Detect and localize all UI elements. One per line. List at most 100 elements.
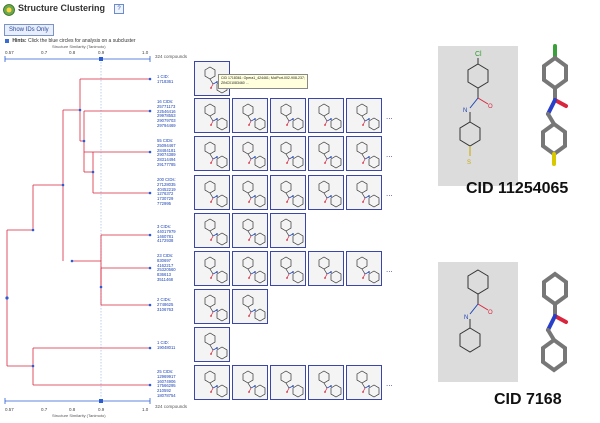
molecule-icon [204,294,228,322]
molecule-cell[interactable] [194,213,230,248]
molecule-icon [356,256,380,284]
structure-3d-example-1 [528,40,583,190]
molecule-icon [356,180,380,208]
cluster-label[interactable]: 1 CID: 19048011 [157,340,176,350]
molecule-cell[interactable] [194,251,230,286]
molecule-icon [318,256,342,284]
cluster-label[interactable]: 200 CIDs: 27128035 40452219 1276372 1730729 7… [157,177,176,206]
svg-text:S: S [467,160,471,166]
molecule-cell[interactable] [270,213,306,248]
subcluster-node[interactable] [82,139,86,143]
molecule-icon [280,180,304,208]
cluster-label[interactable]: 23 CIDs: 830697 4162217 25320560 836613 35114… [157,253,176,282]
molecule-cell[interactable] [308,175,344,210]
molecule-cell[interactable] [232,365,268,400]
molecule-cell[interactable] [346,251,382,286]
molecule-icon [204,218,228,246]
molecule-icon [356,370,380,398]
molecule-cell[interactable] [346,365,382,400]
molecule-cell[interactable] [194,289,230,324]
molecule-cell[interactable] [194,175,230,210]
molecule-cell[interactable] [194,136,230,171]
molecule-cell[interactable] [308,136,344,171]
tick-bottom-3: 0.9 [98,407,105,412]
subcluster-node[interactable] [61,183,65,187]
molecule-cell[interactable] [308,365,344,400]
molecule-cell[interactable] [308,98,344,133]
molecule-cell[interactable] [270,175,306,210]
molecule-cell[interactable] [232,213,268,248]
structure-clustering-icon [3,3,15,16]
molecule-icon [242,103,266,131]
molecule-icon [280,141,304,169]
more-molecules[interactable]: ... [386,189,393,198]
molecule-icon [318,141,342,169]
molecule-cell[interactable] [194,98,230,133]
svg-text:N: N [464,315,468,321]
molecule-2d-icon: Cl O N S [459,51,493,166]
slider-handle-bottom[interactable] [99,399,103,403]
molecule-icon [204,256,228,284]
molecule-cell[interactable] [346,175,382,210]
molecule-icon [280,370,304,398]
subcluster-node[interactable] [31,228,35,232]
show-ids-only-button[interactable]: Show IDs Only [4,24,54,36]
molecule-cell[interactable] [270,251,306,286]
tick-bottom-0: 0.57 [5,407,14,412]
more-molecules[interactable]: ... [386,150,393,159]
example-1-cid-label: CID 11254065 [466,180,569,197]
tick-top-3: 0.9 [98,50,105,55]
molecule-icon [204,370,228,398]
molecule-cell[interactable] [346,98,382,133]
molecule-icon [280,256,304,284]
molecule-cell[interactable] [232,175,268,210]
axis-title-top: Structure Similarity (Tanimoto) [52,44,106,49]
molecule-icon [242,141,266,169]
subcluster-node[interactable] [99,285,103,289]
help-icon[interactable]: ? [114,4,124,14]
structure-2d-example-1: Cl O N S [438,46,518,186]
hint-icon [5,38,9,43]
molecule-cell[interactable] [308,251,344,286]
molecule-cell[interactable] [270,365,306,400]
molecule-icon [242,370,266,398]
molecule-icon [318,103,342,131]
svg-text:O: O [488,310,493,316]
molecule-cell[interactable] [270,98,306,133]
cluster-label[interactable]: 2 CIDs: 2748625 3106763 [157,297,174,312]
molecule-icon [242,180,266,208]
structure-2d-example-2: O N [438,262,518,382]
molecule-cell[interactable] [232,251,268,286]
cluster-label[interactable]: 55 CIDs: 25094467 28484181 29074389 28314494… [157,138,176,167]
compound-count-bottom: 324 compounds [155,404,188,409]
molecule-cell[interactable] [232,98,268,133]
cluster-label[interactable]: 16 CIDs: 25771173 22546416 29978553 29079703… [157,99,176,128]
molecule-icon [318,180,342,208]
more-molecules[interactable]: ... [386,265,393,274]
molecule-cell[interactable] [270,136,306,171]
slider-handle-top[interactable] [99,57,103,61]
tick-top-2: 0.8 [69,50,76,55]
structure-3d-example-2 [528,268,583,378]
molecule-cell[interactable] [194,365,230,400]
molecule-cell[interactable] [232,136,268,171]
subcluster-node[interactable] [78,108,82,112]
tick-top-0: 0.57 [5,50,14,55]
molecule-cell[interactable] [346,136,382,171]
cluster-label[interactable]: 3 CIDs: 44017979 1460781 4172938 [157,224,176,244]
molecule-cell[interactable] [194,327,230,362]
more-molecules[interactable]: ... [386,379,393,388]
tick-bottom-1: 0.7 [41,407,48,412]
more-molecules[interactable]: ... [386,112,393,121]
subcluster-node[interactable] [70,259,74,263]
cluster-label[interactable]: 1 CID: 1718361 [157,74,174,84]
root-node[interactable] [5,296,9,300]
cluster-label[interactable]: 25 CIDs: 12969917 16074906 17566295 210592 18… [157,369,176,398]
molecule-icon [204,141,228,169]
hint-message: Click the blue circles for analysis on a… [27,38,136,44]
molecule-cell[interactable] [232,289,268,324]
molecule-icon [242,256,266,284]
molecule-3d-icon [541,44,568,166]
subcluster-node[interactable] [31,364,35,368]
subcluster-node[interactable] [91,170,95,174]
